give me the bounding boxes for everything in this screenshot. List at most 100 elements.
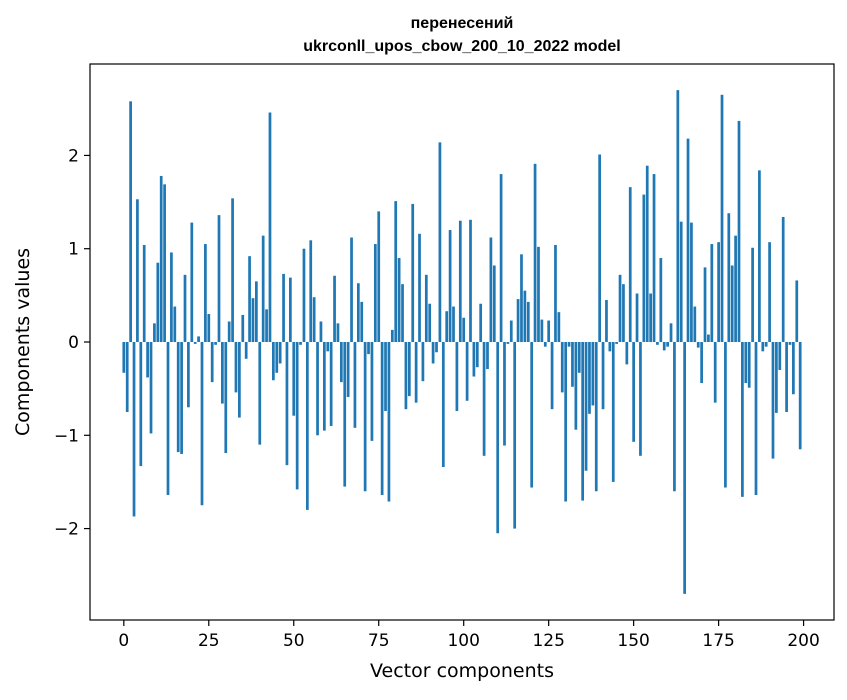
- bar: [475, 342, 479, 368]
- bar: [567, 342, 571, 347]
- bar: [394, 201, 398, 342]
- bar: [771, 342, 775, 459]
- bar: [652, 174, 656, 342]
- chart-title-line2: ukrconll_upos_cbow_200_10_2022 model: [303, 38, 620, 55]
- bar: [642, 194, 646, 342]
- bar: [462, 317, 466, 342]
- bar: [608, 342, 612, 352]
- bar: [707, 334, 710, 342]
- bar: [153, 323, 156, 342]
- bar: [282, 273, 285, 342]
- x-tick-label: 0: [118, 631, 129, 651]
- bar: [673, 342, 676, 492]
- bar: [792, 342, 795, 395]
- bar: [445, 311, 449, 342]
- bar: [486, 342, 489, 370]
- bar: [299, 342, 302, 345]
- bar: [210, 342, 214, 383]
- bar: [506, 342, 510, 344]
- bar: [781, 216, 785, 342]
- bar: [550, 342, 554, 410]
- bar: [214, 342, 217, 345]
- y-tick-label: 1: [68, 240, 79, 260]
- bar: [302, 248, 306, 342]
- bar: [322, 342, 326, 431]
- bar: [319, 321, 323, 342]
- bar: [499, 174, 503, 342]
- bar: [775, 342, 778, 413]
- bar: [611, 342, 615, 482]
- y-tick-label: −2: [54, 520, 79, 540]
- bar: [778, 342, 782, 370]
- bar: [472, 342, 476, 377]
- bar: [339, 342, 343, 383]
- bar: [696, 342, 700, 348]
- x-tick-label: 125: [532, 631, 564, 651]
- bar: [581, 342, 585, 501]
- bar: [390, 329, 394, 342]
- bar: [248, 256, 251, 342]
- bar: [285, 342, 289, 466]
- bar: [122, 342, 126, 373]
- bar: [720, 94, 724, 342]
- bar: [526, 301, 530, 342]
- bar: [346, 342, 350, 398]
- bar: [204, 244, 207, 342]
- bar: [350, 237, 353, 342]
- bar: [380, 342, 384, 495]
- bar: [407, 342, 411, 397]
- bar: [533, 163, 537, 342]
- bar: [455, 342, 459, 412]
- bar: [316, 342, 319, 436]
- bar: [785, 342, 788, 412]
- chart-title-line1: перенесений: [411, 15, 514, 32]
- bar: [231, 198, 234, 342]
- bar: [662, 342, 666, 351]
- bar: [401, 284, 404, 342]
- bar: [458, 220, 462, 342]
- bar: [747, 342, 751, 388]
- bar: [309, 240, 313, 342]
- x-tick-label: 25: [198, 631, 220, 651]
- bar: [764, 342, 768, 347]
- bar: [530, 342, 534, 488]
- bar: [221, 342, 224, 404]
- bar: [564, 342, 568, 502]
- bar: [173, 306, 177, 342]
- bar: [639, 342, 642, 456]
- bar: [187, 342, 190, 408]
- bar: [754, 342, 758, 495]
- bar: [591, 342, 595, 406]
- bar: [404, 342, 408, 410]
- bar: [129, 101, 132, 342]
- bar: [292, 342, 296, 416]
- x-tick-label: 150: [617, 631, 649, 651]
- y-tick-label: 2: [68, 146, 79, 166]
- x-axis-ticks: 0 25 50 75 100 125 150 175 200: [118, 620, 820, 651]
- bar: [384, 342, 387, 412]
- bar: [798, 342, 802, 450]
- bar: [554, 244, 557, 342]
- bar: [397, 258, 401, 342]
- bar: [387, 342, 391, 502]
- bar: [656, 342, 659, 345]
- bar: [132, 342, 136, 517]
- bar: [713, 342, 717, 403]
- bar: [734, 235, 737, 342]
- bar: [679, 221, 683, 342]
- bar: [737, 120, 741, 342]
- bar: [435, 342, 438, 353]
- bar: [669, 323, 673, 342]
- bar: [244, 342, 248, 359]
- bar: [289, 277, 292, 342]
- x-tick-label: 200: [787, 631, 819, 651]
- bar: [438, 142, 442, 342]
- bar: [251, 298, 255, 342]
- bar: [584, 342, 588, 471]
- bar: [197, 336, 200, 342]
- bar: [649, 293, 652, 342]
- bar: [727, 213, 731, 342]
- bar: [557, 312, 561, 342]
